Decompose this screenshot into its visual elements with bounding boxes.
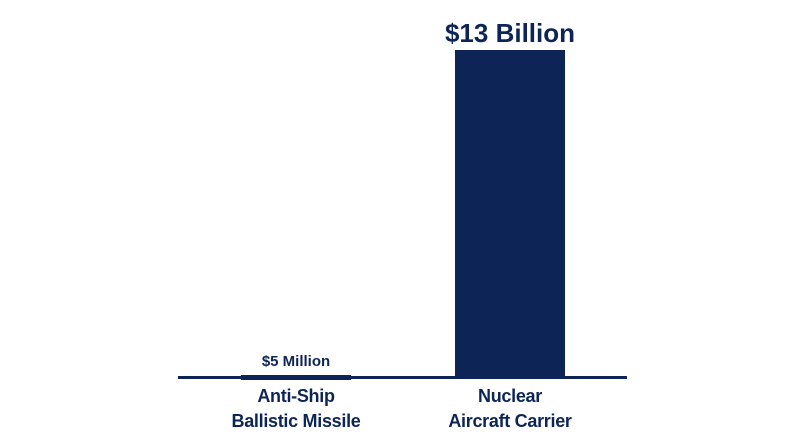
value-label: $5 Million (261, 352, 331, 370)
baseline (178, 376, 627, 379)
category-label: Nuclear Aircraft Carrier (448, 386, 572, 431)
category-label: Anti-Ship Ballistic Missile (231, 386, 361, 431)
value-label: $13 Billion (444, 18, 576, 48)
bar (457, 52, 563, 377)
